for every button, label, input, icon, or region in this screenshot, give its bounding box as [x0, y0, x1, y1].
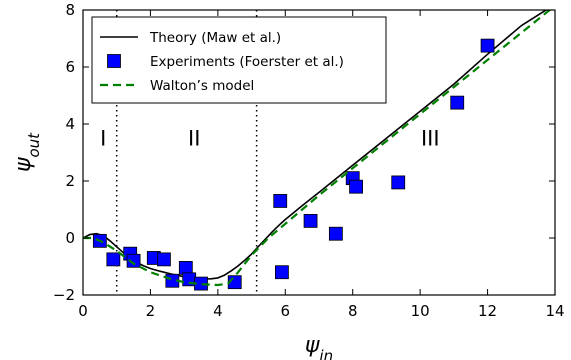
legend-label: Experiments (Foerster et al.)	[150, 54, 344, 70]
legend: Theory (Maw et al.) Experiments (Foerster…	[91, 16, 387, 104]
y-tick-label: 2	[65, 172, 75, 190]
x-tick-label: 4	[213, 302, 223, 320]
data-point	[349, 179, 363, 194]
data-point	[275, 265, 289, 280]
region-label-2: II	[188, 126, 200, 150]
x-tick-label: 10	[411, 302, 430, 320]
y-tick-label: 0	[65, 229, 75, 247]
x-tick-label: 6	[281, 302, 291, 320]
data-point	[157, 252, 171, 267]
legend-label: Theory (Maw et al.)	[149, 30, 281, 46]
legend-box	[91, 16, 387, 104]
data-point	[303, 213, 318, 228]
y-axis-label-subscript: out	[25, 132, 43, 158]
x-tick-label: 0	[78, 302, 88, 320]
y-axis-label-symbol: ψ	[11, 157, 36, 172]
x-axis-label: ψin	[305, 333, 333, 360]
region-label-3: III	[421, 126, 440, 150]
x-tick-label: 8	[348, 302, 358, 320]
region-label-1: I	[100, 126, 106, 150]
data-point	[328, 226, 343, 241]
series-line-walton	[83, 10, 552, 287]
y-tick-label: 4	[65, 115, 75, 133]
x-tick-label: 12	[478, 302, 497, 320]
scatter-series-experiments	[92, 38, 495, 291]
y-tick-label: −2	[53, 286, 75, 304]
y-axis-label: ψout	[11, 132, 43, 172]
plot-frame	[82, 9, 556, 296]
plot-border	[82, 9, 556, 296]
y-tick-label: 8	[65, 1, 75, 19]
y-tick-label: 6	[65, 58, 75, 76]
legend-label: Walton’s model	[150, 78, 254, 94]
data-point	[273, 194, 288, 208]
data-point	[391, 175, 406, 190]
plot-series	[83, 10, 552, 291]
x-axis-label-subscript: in	[319, 347, 333, 360]
x-tick-label: 2	[146, 302, 156, 320]
region-labels: I II III	[100, 126, 439, 150]
legend-marker-experiments	[107, 54, 121, 68]
x-axis-label-symbol: ψ	[305, 333, 320, 358]
data-point	[450, 95, 465, 110]
data-point	[480, 38, 495, 53]
data-point	[126, 253, 141, 268]
data-point	[106, 252, 121, 267]
x-tick-label: 14	[545, 302, 564, 320]
